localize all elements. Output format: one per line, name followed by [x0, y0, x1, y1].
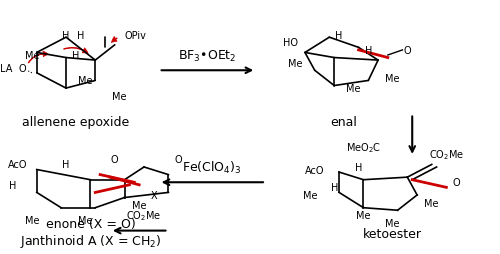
Text: AcO: AcO — [8, 160, 27, 170]
Text: CO$_2$Me: CO$_2$Me — [126, 209, 162, 222]
Text: H: H — [62, 160, 70, 170]
Text: H: H — [72, 51, 80, 61]
Text: AcO: AcO — [305, 165, 324, 175]
Text: Fe(ClO$_4$)$_3$: Fe(ClO$_4$)$_3$ — [182, 159, 242, 175]
Text: enal: enal — [330, 115, 357, 128]
Text: H: H — [330, 183, 338, 193]
Text: H: H — [62, 30, 70, 40]
Text: Me: Me — [356, 211, 370, 220]
FancyArrowPatch shape — [112, 37, 117, 43]
Text: LA: LA — [0, 64, 12, 73]
Text: enone (X = O)
Janthinoid A (X = CH$_2$): enone (X = O) Janthinoid A (X = CH$_2$) — [20, 217, 161, 249]
Text: H: H — [364, 46, 372, 56]
Text: X: X — [150, 190, 157, 200]
Text: H: H — [8, 180, 16, 190]
Text: Me: Me — [112, 91, 127, 101]
Text: Me: Me — [24, 51, 39, 61]
Text: Me: Me — [24, 216, 39, 226]
Text: Me: Me — [78, 76, 93, 86]
Text: O: O — [111, 155, 118, 165]
Text: OPiv: OPiv — [124, 30, 146, 40]
Text: BF$_3$•OEt$_2$: BF$_3$•OEt$_2$ — [178, 48, 236, 64]
Text: Me: Me — [346, 84, 361, 94]
Text: Me: Me — [302, 190, 317, 200]
Text: Me: Me — [0, 253, 1, 254]
FancyArrowPatch shape — [28, 52, 48, 64]
Text: O: O — [18, 64, 26, 73]
Text: Me: Me — [132, 200, 146, 210]
Text: Me: Me — [386, 74, 400, 84]
Text: HO: HO — [283, 38, 298, 48]
Text: O: O — [174, 155, 182, 165]
Text: CO$_2$Me: CO$_2$Me — [429, 148, 464, 162]
Text: H: H — [355, 162, 362, 172]
Text: H: H — [77, 30, 84, 40]
Text: allenene epoxide: allenene epoxide — [22, 115, 130, 128]
Text: Me: Me — [424, 198, 439, 208]
Text: H: H — [336, 30, 343, 40]
Text: MeO$_2$C: MeO$_2$C — [346, 140, 381, 154]
Text: Me: Me — [288, 58, 302, 68]
Text: O: O — [452, 178, 460, 187]
Text: Me: Me — [78, 216, 93, 226]
Text: Me: Me — [386, 218, 400, 228]
Text: O: O — [404, 46, 411, 56]
Text: ketoester: ketoester — [363, 227, 422, 240]
FancyArrowPatch shape — [64, 48, 88, 54]
